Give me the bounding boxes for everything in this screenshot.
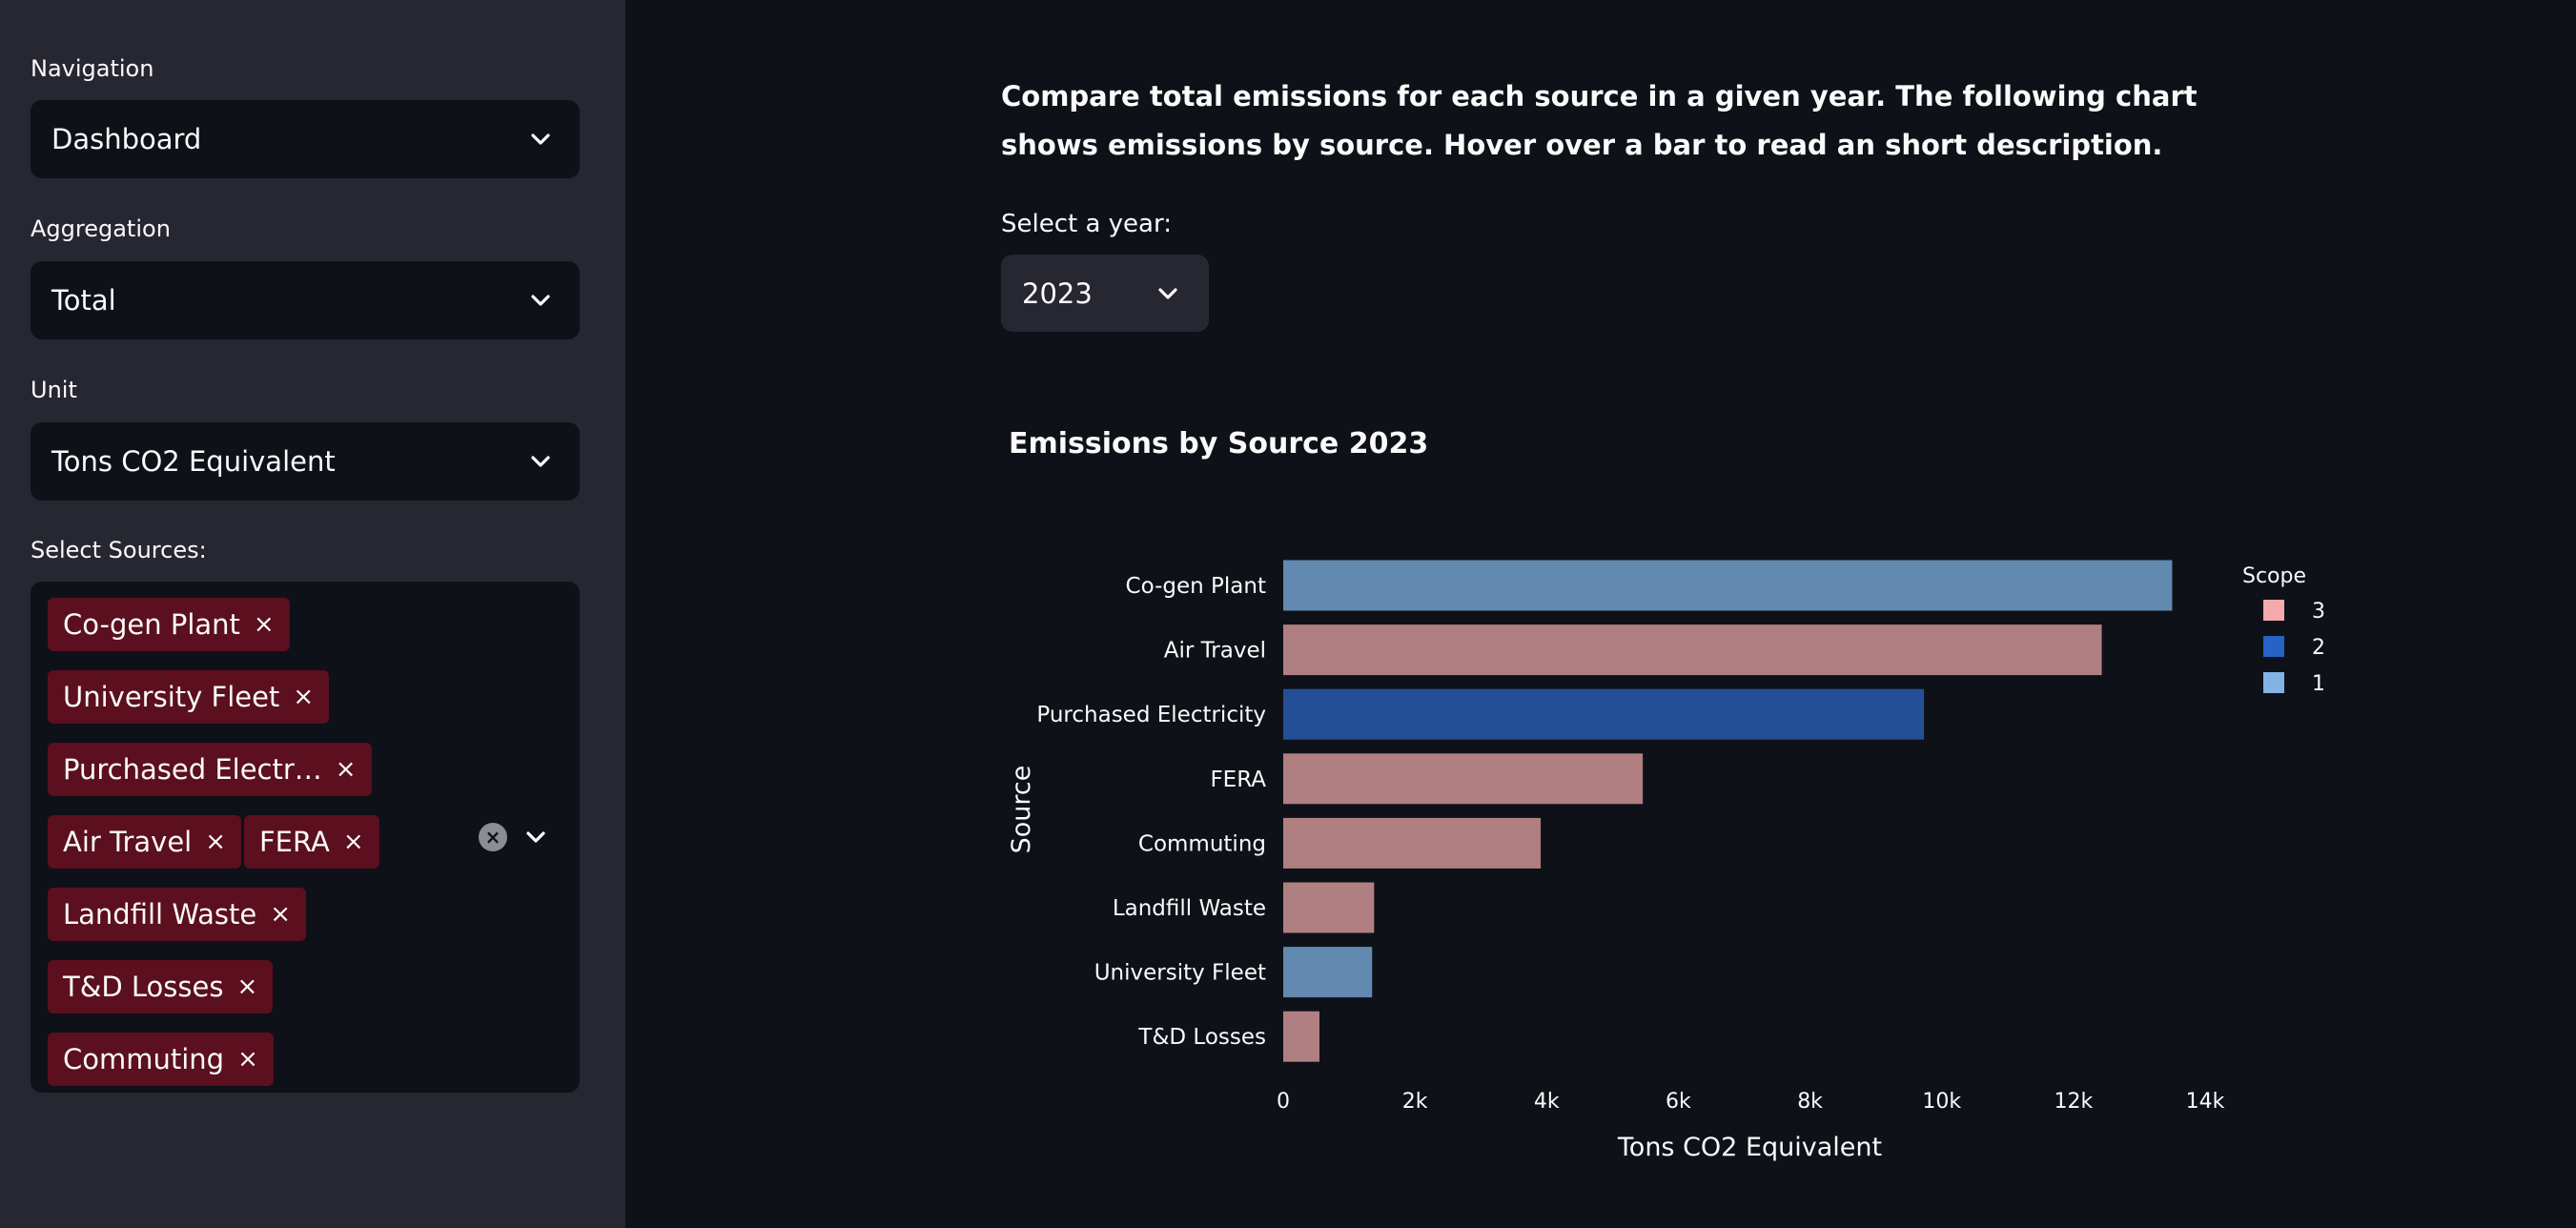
navigation-select[interactable]: Dashboard — [31, 100, 580, 178]
x-tick-label: 2k — [1402, 1090, 1428, 1114]
navigation-label: Navigation — [31, 55, 154, 82]
chevron-down-icon — [528, 127, 553, 152]
legend-swatch-scope-1[interactable] — [2263, 672, 2284, 693]
category-label: T&D Losses — [1137, 1025, 1266, 1050]
sources-label: Select Sources: — [31, 537, 207, 563]
remove-tag-icon[interactable]: × — [335, 755, 357, 784]
x-tick-label: 14k — [2186, 1090, 2225, 1114]
intro-text: Compare total emissions for each source … — [1001, 80, 2198, 161]
category-label: Commuting — [1138, 831, 1266, 856]
chevron-down-icon — [1155, 281, 1180, 306]
source-tag-label: Commuting — [63, 1043, 225, 1075]
bar-university-fleet[interactable] — [1283, 947, 1373, 998]
remove-tag-icon[interactable]: × — [237, 1045, 258, 1074]
category-label: Air Travel — [1164, 639, 1266, 664]
bars-layer — [1283, 560, 2173, 1062]
legend-title: Scope — [2242, 564, 2306, 588]
remove-tag-icon[interactable]: × — [270, 900, 292, 929]
source-tag-label: Landfill Waste — [63, 898, 257, 931]
unit-select[interactable]: Tons CO2 Equivalent — [31, 422, 580, 501]
bar-air-travel[interactable] — [1283, 624, 2102, 676]
bar-commuting[interactable] — [1283, 817, 1542, 869]
clear-all-icon[interactable]: × — [479, 823, 507, 851]
legend-swatch-scope-3[interactable] — [2263, 600, 2284, 621]
source-tag[interactable]: T&D Losses × — [48, 960, 274, 1013]
sources-multiselect[interactable]: Co-gen Plant × University Fleet × Purcha… — [31, 582, 580, 1093]
remove-tag-icon[interactable]: × — [293, 683, 315, 711]
aggregation-select[interactable]: Total — [31, 261, 580, 339]
legend-label[interactable]: 3 — [2312, 600, 2325, 624]
x-tick-label: 10k — [1922, 1090, 1961, 1114]
bar-co-gen-plant[interactable] — [1283, 560, 2173, 611]
bar-fera[interactable] — [1283, 753, 1644, 805]
aggregation-value: Total — [51, 284, 116, 317]
source-tag-label: Air Travel — [63, 826, 193, 858]
source-tag[interactable]: FERA × — [244, 815, 379, 869]
unit-value: Tons CO2 Equivalent — [51, 445, 336, 478]
legend-label[interactable]: 1 — [2312, 672, 2325, 696]
source-tag[interactable]: Landfill Waste × — [48, 888, 307, 941]
aggregation-label: Aggregation — [31, 215, 171, 242]
legend-swatch-scope-2[interactable] — [2263, 636, 2284, 657]
source-tag-label: T&D Losses — [63, 971, 224, 1003]
source-tag[interactable]: Co-gen Plant × — [48, 598, 290, 651]
category-label: FERA — [1210, 768, 1266, 792]
chevron-down-icon — [528, 449, 553, 474]
sidebar: Navigation Dashboard Aggregation Total U… — [0, 0, 625, 1228]
source-tag[interactable]: Purchased Electr… × — [48, 743, 372, 796]
remove-tag-icon[interactable]: × — [236, 972, 258, 1001]
source-tag-label: Purchased Electr… — [63, 753, 322, 786]
legend-label[interactable]: 2 — [2312, 636, 2325, 660]
x-tick-label: 0 — [1277, 1090, 1290, 1114]
source-tag-label: University Fleet — [63, 681, 280, 713]
year-value: 2023 — [1022, 276, 1093, 310]
bar-t-d-losses[interactable] — [1283, 1011, 1319, 1062]
unit-label: Unit — [31, 377, 77, 403]
bar-purchased-electricity[interactable] — [1283, 688, 1925, 740]
x-tick-label: 12k — [2054, 1090, 2093, 1114]
chevron-down-icon — [528, 288, 553, 313]
x-tick-label: 8k — [1797, 1090, 1823, 1114]
remove-tag-icon[interactable]: × — [205, 828, 227, 856]
remove-tag-icon[interactable]: × — [342, 828, 364, 856]
category-label: Co-gen Plant — [1126, 574, 1266, 599]
x-tick-labels: 0 2k 4k 6k 8k 10k 12k 14k — [1277, 1090, 2225, 1114]
category-label: University Fleet — [1094, 961, 1266, 986]
navigation-value: Dashboard — [51, 123, 202, 155]
remove-tag-icon[interactable]: × — [253, 610, 275, 639]
chart-title: Emissions by Source 2023 — [1009, 427, 1429, 460]
source-tag-label: FERA — [259, 826, 330, 858]
source-tag[interactable]: Air Travel × — [48, 815, 242, 869]
x-tick-label: 4k — [1534, 1090, 1560, 1114]
source-tag[interactable]: Commuting × — [48, 1033, 274, 1086]
source-tag-label: Co-gen Plant — [63, 608, 240, 641]
chevron-down-icon[interactable] — [521, 823, 550, 851]
year-label: Select a year: — [1001, 210, 1172, 238]
y-axis-title: Source — [1007, 766, 1036, 854]
source-tag[interactable]: University Fleet × — [48, 670, 330, 724]
x-axis-title: Tons CO2 Equivalent — [1617, 1133, 1882, 1162]
category-label: Landfill Waste — [1113, 896, 1266, 921]
x-tick-label: 6k — [1666, 1090, 1691, 1114]
year-select[interactable]: 2023 — [1001, 255, 1209, 332]
category-label: Purchased Electricity — [1036, 703, 1266, 727]
bar-landfill-waste[interactable] — [1283, 882, 1375, 933]
category-labels: Co-gen Plant Air Travel Purchased Electric… — [1036, 574, 1266, 1050]
